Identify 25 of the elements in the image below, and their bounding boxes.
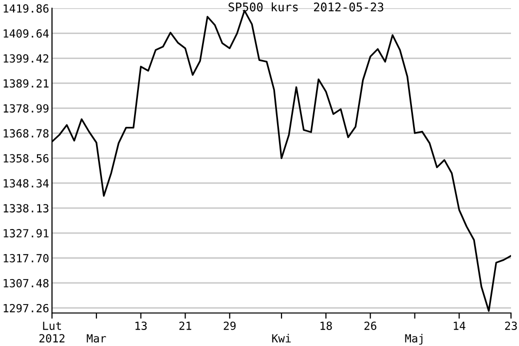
x-tick-label: 14	[454, 322, 466, 330]
x-tick-label: 26	[364, 322, 376, 330]
y-tick-label: 1368.78	[4, 129, 49, 138]
y-tick-label: 1358.56	[4, 154, 49, 163]
x-tick-label: 13	[135, 322, 147, 330]
y-tick-label: 1338.13	[4, 204, 48, 212]
y-tick-label: 1327.91	[4, 229, 48, 238]
y-tick-label: 1409.64	[4, 29, 49, 38]
y-tick-label: 1297.26	[4, 304, 49, 312]
y-tick-label: 1399.42	[4, 54, 48, 63]
y-tick-label: 1348.34	[4, 179, 49, 188]
x-tick-label: 29	[224, 322, 236, 330]
y-tick-label: 1389.21	[4, 79, 48, 88]
chart-title: SP500 kurs 2012-05-23	[228, 2, 384, 12]
y-tick-label: 1378.99	[4, 104, 48, 113]
x-tick-label: 23	[505, 322, 517, 330]
x-tick-label: 21	[179, 322, 192, 330]
x-tick-label: Kwi	[272, 334, 291, 342]
x-tick-label: Mar	[86, 334, 106, 343]
x-tick-label: 18	[320, 322, 332, 330]
x-tick-label: Maj	[405, 334, 422, 345]
y-tick-label: 1419.86	[4, 4, 49, 13]
x-tick-label: Lut 2012	[39, 322, 64, 343]
y-tick-label: 1307.48	[4, 278, 49, 288]
y-tick-label: 1317.70	[4, 254, 49, 262]
